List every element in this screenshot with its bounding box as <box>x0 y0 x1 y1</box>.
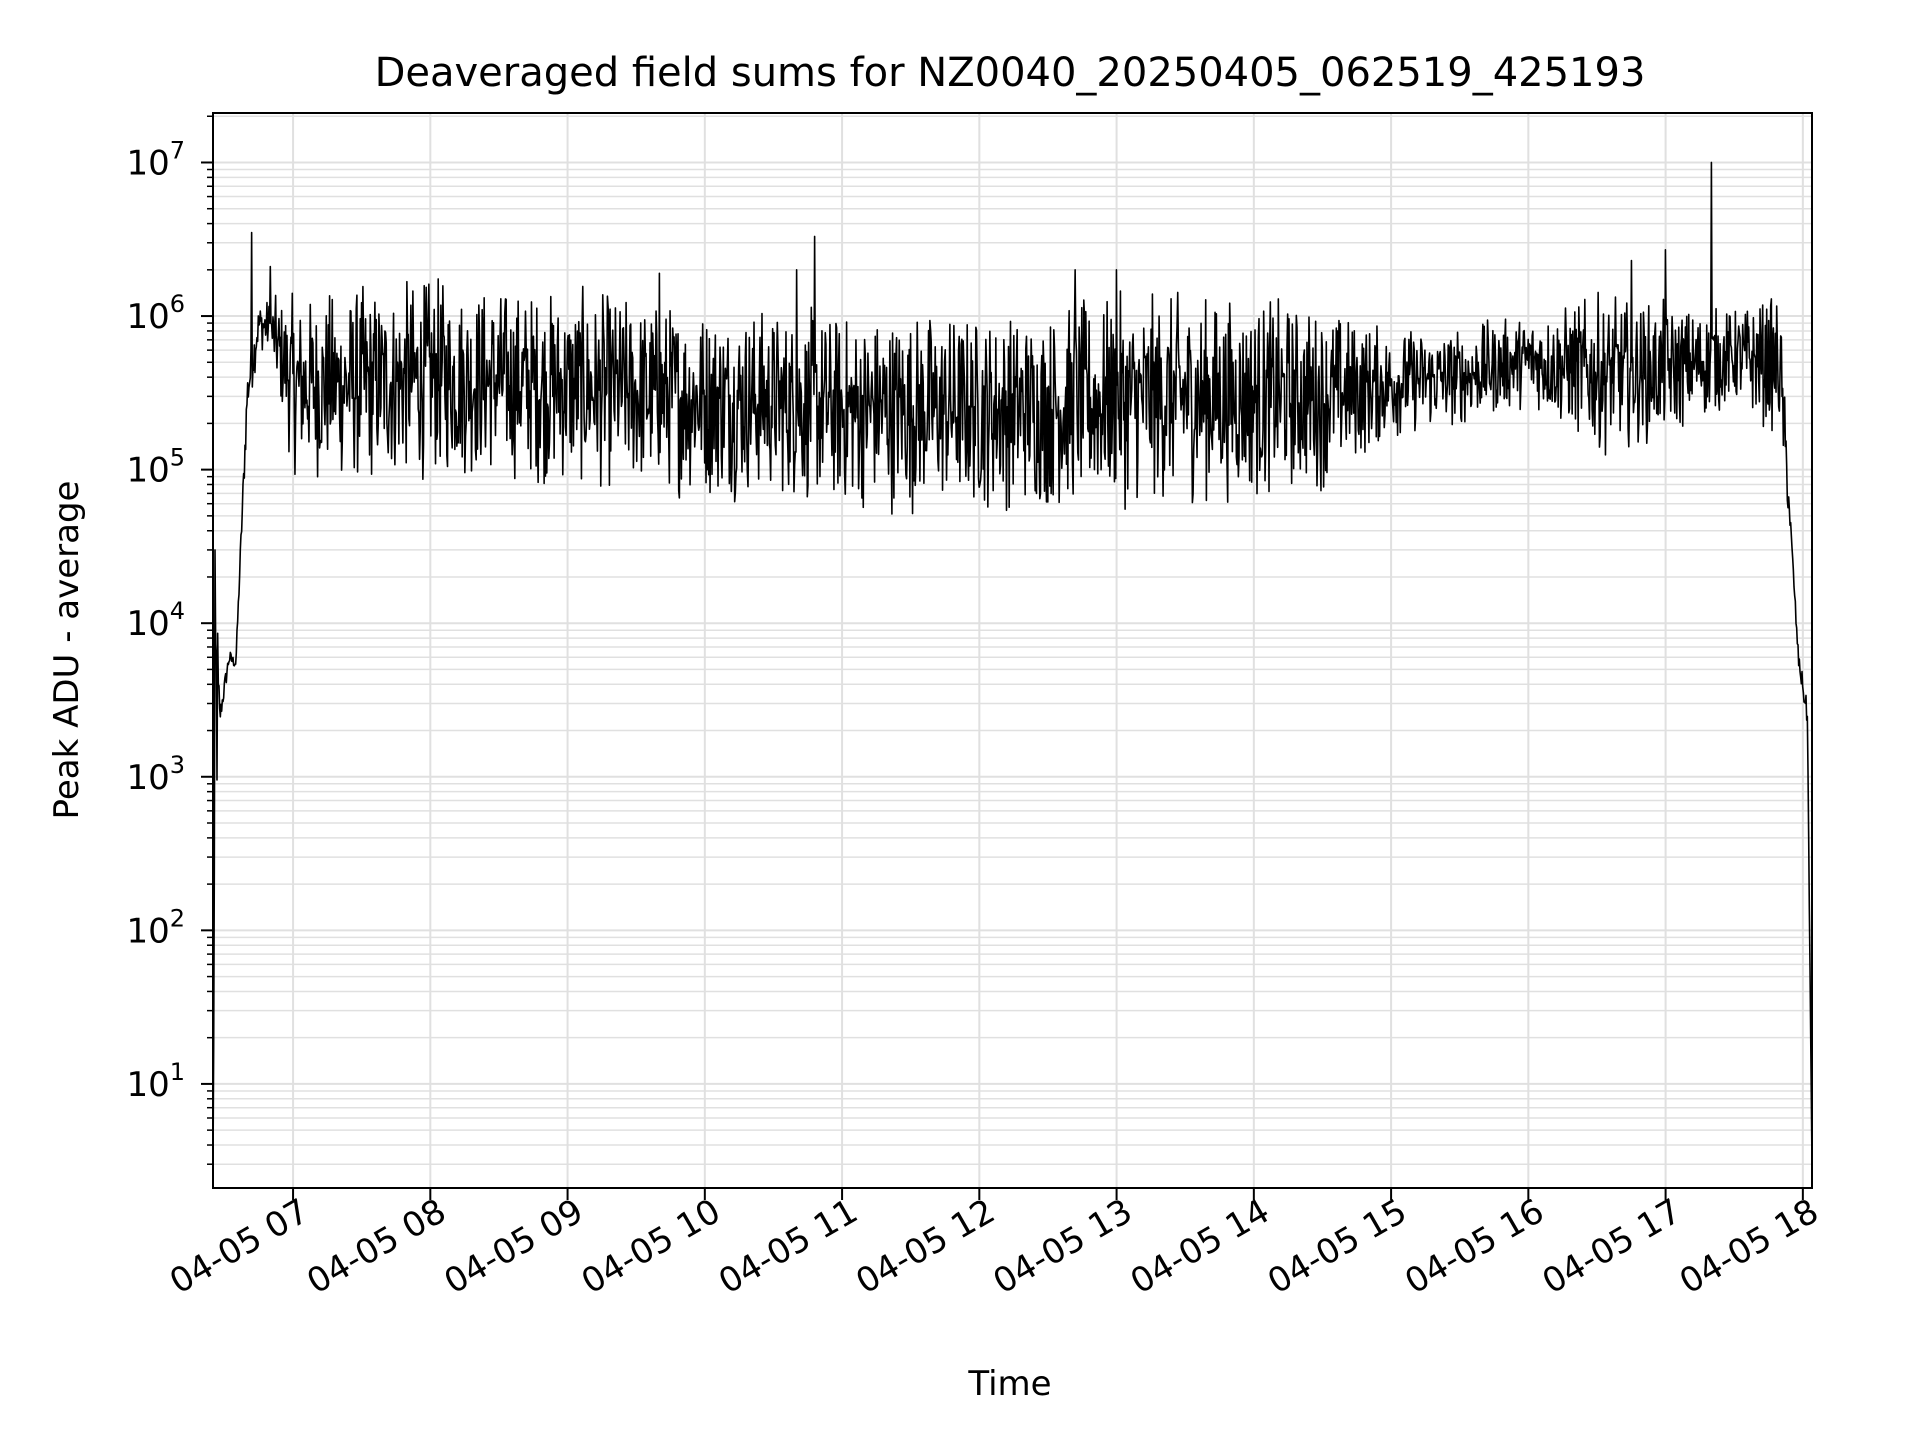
y-tick-base: 10 <box>126 297 169 337</box>
series-line <box>212 161 1813 1165</box>
y-tick-exponent: 6 <box>170 290 185 318</box>
y-tick-base: 10 <box>126 758 169 798</box>
y-tick-label: 105 <box>126 444 185 491</box>
y-tick-label: 102 <box>126 904 185 951</box>
plot-line <box>212 161 1813 1165</box>
y-tick-base: 10 <box>126 911 169 951</box>
y-tick-base: 10 <box>126 1065 169 1105</box>
y-tick-label: 103 <box>126 751 185 798</box>
y-tick-exponent: 1 <box>170 1058 185 1086</box>
y-tick-exponent: 7 <box>170 136 185 164</box>
plot-frame <box>212 112 1813 1189</box>
y-tick-exponent: 4 <box>170 597 185 625</box>
y-axis-label: Peak ADU - average <box>47 481 87 820</box>
y-tick-base: 10 <box>126 604 169 644</box>
y-tick-base: 10 <box>126 451 169 491</box>
chart-title: Deaveraged field sums for NZ0040_2025040… <box>375 50 1646 96</box>
grid <box>213 113 1812 1188</box>
y-tick-label: 104 <box>126 597 185 644</box>
y-tick-exponent: 2 <box>170 904 185 932</box>
y-tick-exponent: 3 <box>170 751 185 779</box>
y-tick-label: 107 <box>126 136 185 183</box>
x-axis-label: Time <box>967 1364 1051 1404</box>
y-tick-base: 10 <box>126 143 169 183</box>
y-tick-label: 101 <box>126 1058 185 1105</box>
y-tick-exponent: 5 <box>170 444 185 472</box>
y-tick-label: 106 <box>126 290 185 337</box>
